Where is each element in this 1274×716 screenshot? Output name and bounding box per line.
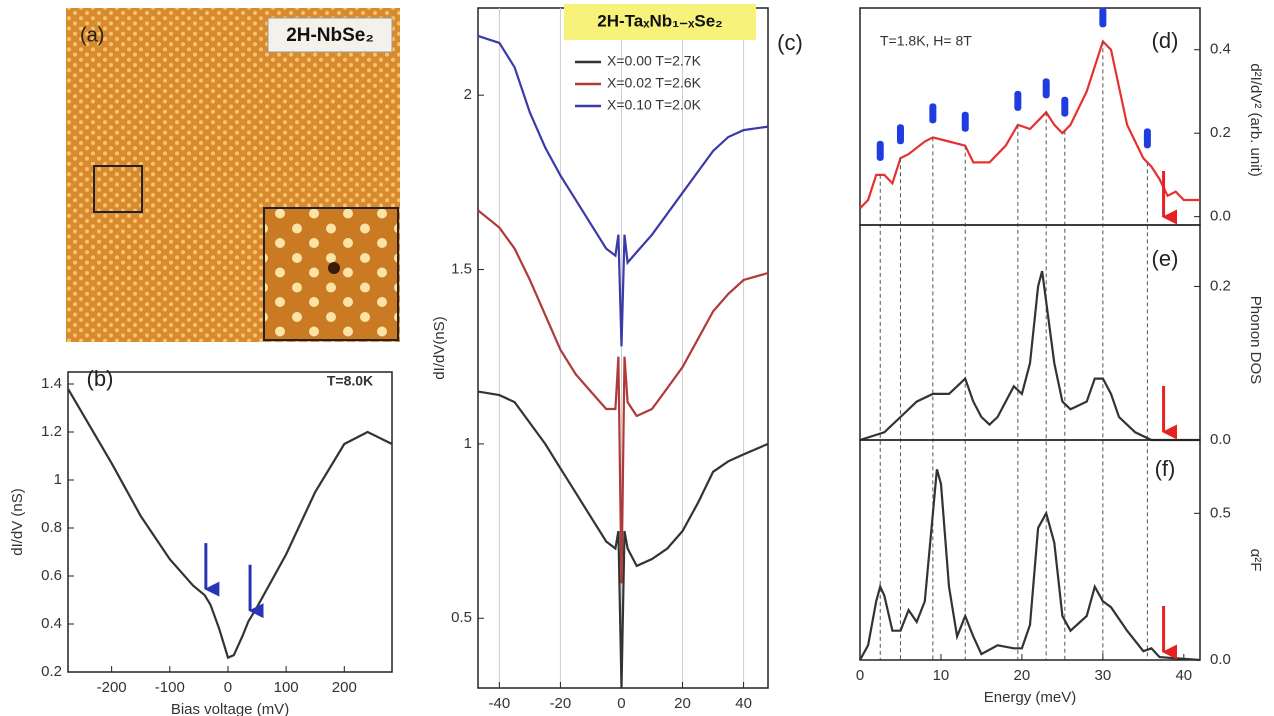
y-axis-label: d²I/dV² (arb. unit) [1247, 63, 1264, 176]
panel-label: (f) [1155, 456, 1176, 481]
peak-marker [961, 111, 969, 132]
data-line [477, 390, 769, 689]
peak-marker [1143, 128, 1151, 149]
data-line [67, 388, 393, 660]
y-tick-label: 0.6 [41, 567, 62, 584]
y-tick-label: 0.2 [1210, 277, 1231, 294]
x-tick-label: -100 [155, 679, 185, 696]
data-line [859, 270, 1200, 442]
title-box [564, 4, 756, 40]
y-tick-label: 0.2 [1210, 124, 1231, 141]
x-tick-label: -200 [97, 679, 127, 696]
y-axis-label: dI/dV (nS) [9, 488, 26, 556]
x-tick-label: 200 [332, 679, 357, 696]
peak-marker [929, 103, 937, 124]
plot-frame [859, 439, 1201, 661]
y-axis-label: α²F [1247, 549, 1264, 572]
x-tick-label: 0 [224, 679, 232, 696]
y-tick-label: 1.5 [451, 261, 472, 278]
x-tick-label: 0 [617, 695, 625, 712]
y-axis-label: dI/dV(nS) [431, 316, 448, 379]
panel-label: (b) [87, 366, 114, 391]
data-line [859, 469, 1201, 662]
panel-title: 2H-NbSe₂ [286, 25, 374, 46]
y-tick-label: 2 [464, 86, 472, 103]
peak-marker [1061, 96, 1069, 117]
data-line [477, 209, 769, 584]
y-tick-label: 0.8 [41, 519, 62, 536]
y-tick-label: 0.4 [41, 615, 62, 632]
stm-image [66, 8, 400, 342]
y-tick-label: 0.5 [1210, 504, 1231, 521]
legend-label: X=0.00 T=2.7K [607, 53, 702, 69]
x-tick-label: 20 [674, 695, 691, 712]
panel-label: (d) [1152, 28, 1179, 53]
x-tick-label: 100 [274, 679, 299, 696]
data-line [859, 39, 1200, 210]
y-tick-label: 0.4 [1210, 41, 1231, 58]
x-tick-label: 40 [1175, 667, 1192, 684]
annotation: T=8.0K [327, 373, 373, 389]
y-axis-label: Phonon DOS [1247, 296, 1264, 384]
panel-label: (e) [1152, 246, 1179, 271]
x-tick-label: -40 [489, 695, 511, 712]
x-tick-label: -20 [550, 695, 572, 712]
peak-marker [896, 124, 904, 145]
y-tick-label: 1.4 [41, 375, 62, 392]
y-tick-label: 1 [54, 471, 62, 488]
peak-marker [876, 140, 884, 161]
peak-marker [1099, 7, 1107, 28]
x-axis-label: Bias voltage (mV) [171, 701, 289, 716]
y-tick-label: 0.0 [1210, 431, 1231, 448]
plot-frame [67, 371, 393, 673]
legend-label: X=0.10 T=2.0K [607, 97, 702, 113]
x-tick-label: 20 [1014, 667, 1031, 684]
x-tick-label: 10 [933, 667, 950, 684]
peak-marker [1014, 90, 1022, 111]
y-tick-label: 0.0 [1210, 651, 1231, 668]
y-tick-label: 0.0 [1210, 208, 1231, 225]
x-tick-label: 0 [856, 667, 864, 684]
y-tick-label: 1 [464, 435, 472, 452]
y-tick-label: 0.2 [41, 663, 62, 680]
peak-marker [1042, 78, 1050, 99]
y-tick-label: 1.2 [41, 423, 62, 440]
y-tick-label: 0.5 [451, 609, 472, 626]
legend-label: X=0.02 T=2.6K [607, 75, 702, 91]
x-tick-label: 40 [735, 695, 752, 712]
panel-title: 2H-TaₓNb₁₋ₓSe₂ [597, 11, 722, 30]
panel-label: (a) [80, 24, 104, 46]
x-tick-label: 30 [1095, 667, 1112, 684]
x-axis-label: Energy (meV) [984, 689, 1077, 706]
panel-label: (c) [777, 30, 803, 55]
data-line [477, 34, 769, 347]
title-box [267, 17, 393, 53]
annotation: T=1.8K, H= 8T [880, 33, 972, 49]
